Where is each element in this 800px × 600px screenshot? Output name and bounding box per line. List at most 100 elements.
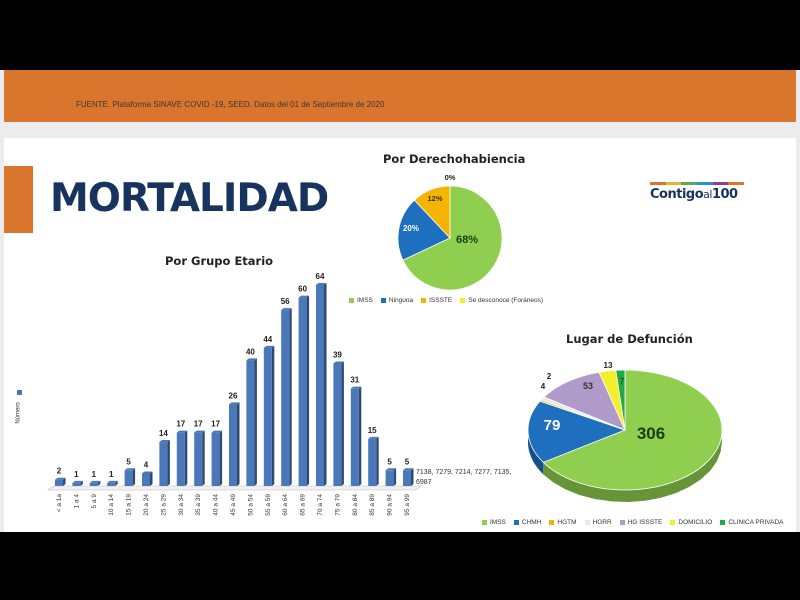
bar-8 bbox=[194, 430, 205, 486]
bar-legend-swatch bbox=[17, 390, 22, 395]
pie2-legend-swatch-3 bbox=[584, 520, 590, 525]
bar-6 bbox=[159, 440, 170, 486]
bar-top-4 bbox=[124, 468, 136, 471]
logo-stripe-0 bbox=[650, 182, 666, 185]
bar-2 bbox=[89, 480, 101, 486]
pie2-legend-item-3: HGRR bbox=[584, 519, 612, 526]
bar-category-label-3: 10 a 14 bbox=[108, 494, 115, 516]
bar-3 bbox=[107, 480, 118, 486]
bar-category-label-2: 5 a 9 bbox=[91, 494, 98, 509]
bar-top-5 bbox=[142, 471, 153, 474]
pie-slice-2 bbox=[413, 185, 451, 240]
bar-front-18 bbox=[368, 438, 377, 486]
bar-front-3 bbox=[107, 482, 116, 486]
logo-text-al: al bbox=[703, 188, 712, 201]
bar-category-label-10: 45 a 49 bbox=[230, 494, 237, 516]
bar-category-label-1: 1 a 4 bbox=[73, 494, 80, 509]
pie2-legend-label-4: HG ISSSTE bbox=[627, 519, 663, 526]
bar-side-5 bbox=[150, 471, 153, 486]
pie2-label-4: 53 bbox=[583, 381, 593, 391]
pie1-label-1: 20% bbox=[403, 224, 419, 233]
bar-top-3 bbox=[107, 480, 118, 483]
pie2-label-3: 4 bbox=[541, 382, 546, 391]
bar-top-19 bbox=[385, 468, 397, 471]
bar-side-12 bbox=[271, 345, 275, 486]
bar-front-14 bbox=[298, 297, 307, 486]
bar-side-8 bbox=[202, 430, 205, 486]
bar-side-7 bbox=[184, 430, 188, 486]
pie-slice-1 bbox=[397, 199, 451, 261]
bar-side-4 bbox=[132, 468, 136, 486]
bar-side-20 bbox=[411, 468, 414, 486]
page-title: MORTALIDAD bbox=[50, 176, 329, 221]
pie1-legend-swatch-1 bbox=[380, 298, 386, 303]
bar-15 bbox=[316, 283, 327, 486]
note-text: 7138, 7279, 7214, 7277, 7135, 6987 bbox=[416, 469, 512, 486]
bar-top-1 bbox=[72, 480, 83, 483]
pie2-label-1: 79 bbox=[544, 417, 561, 434]
bar-front-7 bbox=[176, 432, 185, 486]
bar-front-15 bbox=[316, 285, 324, 486]
bar-category-label-18: 85 a 89 bbox=[369, 494, 376, 516]
pie2-legend-label-6: CLINICA PRIVADA bbox=[728, 519, 784, 526]
bar-1 bbox=[72, 480, 83, 486]
bar-side-14 bbox=[306, 295, 310, 486]
pie1-legend-label-2: ISSSTE bbox=[429, 297, 453, 304]
bar-category-label-15: 70 a 74 bbox=[317, 494, 324, 516]
pie-slice-6 bbox=[615, 369, 626, 431]
pie2-legend-label-5: DOMICILIO bbox=[678, 519, 713, 526]
bar-value-label-20: 5 bbox=[405, 457, 410, 466]
logo-stripes bbox=[650, 182, 745, 185]
bar-top-17 bbox=[350, 386, 362, 389]
bar-front-17 bbox=[350, 388, 359, 486]
bar-side-19 bbox=[393, 468, 397, 486]
bar-category-label-11: 50 a 54 bbox=[247, 494, 254, 516]
bar-top-2 bbox=[89, 480, 101, 483]
pie1-legend-label-1: Ninguna bbox=[388, 297, 414, 304]
bar-value-label-1: 1 bbox=[74, 470, 79, 479]
bar-front-4 bbox=[124, 470, 133, 486]
pie1-label-0: 68% bbox=[456, 234, 478, 246]
pie-slice-1 bbox=[527, 400, 627, 463]
pie2-legend-swatch-4 bbox=[619, 520, 625, 525]
pie1-label-3: 0% bbox=[445, 173, 456, 182]
bar-value-label-10: 26 bbox=[229, 391, 238, 400]
pie2-title: Lugar de Defunción bbox=[566, 332, 693, 346]
bar-5 bbox=[142, 471, 153, 486]
pie-slice-4 bbox=[543, 371, 626, 431]
contigo-logo: Contigoal100 bbox=[650, 182, 746, 206]
bar-side-11 bbox=[254, 358, 257, 486]
bar-front-6 bbox=[159, 442, 168, 486]
bar-value-label-7: 17 bbox=[176, 420, 185, 429]
bar-front-9 bbox=[211, 432, 220, 486]
pie1-label-2: 12% bbox=[427, 194, 442, 203]
bar-16 bbox=[333, 361, 344, 486]
bar-13 bbox=[281, 308, 292, 486]
bar-value-label-17: 31 bbox=[350, 376, 359, 385]
header-bar: FUENTE. Plataforma SINAVE COVID -19, SEE… bbox=[4, 70, 796, 122]
bar-category-label-0: < a 1a bbox=[56, 494, 63, 513]
bar-side-0 bbox=[63, 477, 66, 486]
bar-top-18 bbox=[368, 436, 379, 439]
bar-front-20 bbox=[403, 470, 411, 486]
bar-12 bbox=[263, 345, 275, 486]
bar-17 bbox=[350, 386, 362, 486]
bar-front-1 bbox=[72, 482, 81, 486]
bar-10 bbox=[229, 402, 240, 486]
pie1-legend-label-3: Se desconoce (Foráneos) bbox=[468, 297, 544, 304]
bar-side-10 bbox=[237, 402, 240, 486]
bar-7 bbox=[176, 430, 188, 486]
pie1-legend-swatch-2 bbox=[421, 298, 427, 303]
bar-category-label-12: 55 a 59 bbox=[265, 494, 272, 516]
pie2-label-0: 306 bbox=[637, 424, 665, 443]
pie2-legend-swatch-1 bbox=[513, 520, 519, 525]
bar-front-8 bbox=[194, 432, 203, 486]
bar-front-19 bbox=[385, 470, 394, 486]
bar-category-label-6: 25 a 29 bbox=[160, 494, 167, 516]
pie1-legend-item-0: IMSS bbox=[349, 297, 373, 304]
bar-front-12 bbox=[263, 347, 272, 486]
pie1-legend-item-2: ISSSTE bbox=[421, 297, 452, 304]
bar-value-label-5: 4 bbox=[144, 460, 149, 469]
